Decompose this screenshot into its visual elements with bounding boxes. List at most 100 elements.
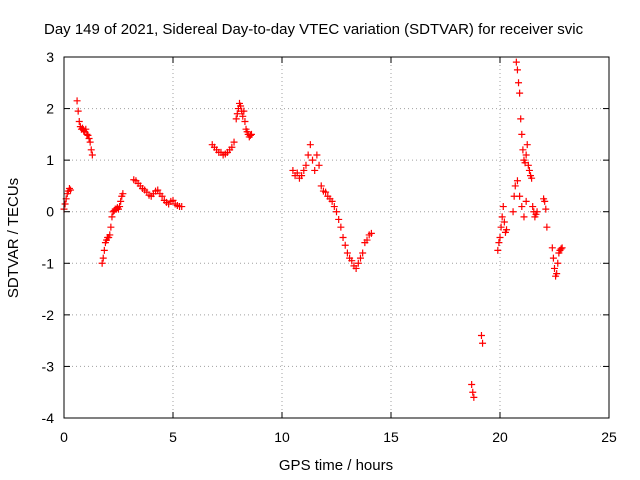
data-point (246, 131, 254, 139)
data-point (83, 130, 91, 138)
data-point (553, 270, 561, 278)
data-point (237, 102, 245, 110)
data-point (558, 244, 566, 252)
x-tick-label: 5 (169, 429, 177, 445)
data-point (117, 197, 125, 205)
data-point (230, 138, 238, 146)
data-point (513, 177, 521, 185)
data-point (86, 138, 94, 146)
data-point (551, 264, 558, 272)
data-point (116, 203, 124, 211)
data-point (88, 151, 96, 159)
data-point (339, 234, 347, 241)
x-axis-label: GPS time / hours (279, 457, 393, 474)
x-tick-label: 10 (274, 429, 290, 445)
data-point (518, 130, 526, 138)
data-point (306, 141, 314, 149)
data-point (74, 107, 82, 115)
data-point (496, 234, 504, 241)
series-segment-1 (60, 185, 75, 213)
data-point (169, 196, 177, 204)
data-point (548, 244, 556, 252)
data-point (119, 190, 127, 198)
series-segment-5 (208, 138, 238, 159)
data-point (154, 186, 162, 194)
data-point (100, 246, 108, 254)
data-point (354, 259, 362, 267)
data-point (343, 249, 351, 257)
data-point (515, 79, 523, 87)
data-point (232, 115, 240, 123)
data-point (84, 131, 92, 139)
data-point (304, 151, 312, 159)
data-point (108, 213, 116, 221)
data-point (513, 66, 521, 74)
data-point (549, 254, 557, 262)
data-point (233, 110, 241, 118)
data-point (322, 188, 330, 196)
x-tick-label: 0 (60, 429, 68, 445)
data-point (352, 264, 360, 272)
data-point (228, 143, 236, 151)
tick-labels: 0 5 10 15 20 25 -4 -3 -2 -1 0 1 2 3 (42, 49, 617, 445)
series-segment-14 (548, 244, 566, 280)
series-segment-4 (130, 176, 186, 211)
data-point (533, 208, 541, 216)
data-point (516, 192, 524, 200)
data-point (518, 203, 526, 211)
data-point (313, 151, 321, 159)
data-point (554, 259, 562, 267)
y-tick-label: 0 (46, 204, 54, 220)
series-segment-10 (494, 203, 511, 254)
data-point (293, 169, 301, 177)
data-point (337, 223, 345, 231)
y-tick-label: -2 (42, 307, 55, 323)
data-point (87, 146, 95, 154)
data-point (517, 115, 525, 123)
series-segment-7 (289, 141, 375, 272)
series-segment-2 (73, 97, 96, 159)
data-point (335, 215, 343, 223)
y-axis-label: SDTVAR / TECUs (5, 178, 22, 298)
data-point (298, 172, 306, 180)
data-point (348, 257, 356, 265)
data-point (82, 125, 90, 133)
data-point (522, 197, 530, 205)
data-point (239, 112, 247, 120)
data-point (516, 89, 524, 97)
data-point (542, 205, 550, 213)
data-point (524, 161, 532, 169)
data-point (317, 182, 325, 190)
data-point (240, 107, 248, 115)
data-point (302, 161, 310, 169)
data-point (477, 331, 485, 339)
data-point (494, 246, 502, 254)
data-point (525, 166, 533, 174)
y-tick-label: 1 (46, 152, 54, 168)
data-point (99, 254, 107, 262)
data-point (300, 166, 308, 174)
plot-frame (63, 56, 610, 419)
x-tick-label: 15 (383, 429, 399, 445)
data-point (509, 208, 517, 216)
y-tick-label: -1 (42, 255, 55, 271)
series-segment-9 (477, 331, 487, 347)
data-point (363, 236, 371, 244)
y-tick-label: 3 (46, 49, 54, 65)
data-point (498, 213, 506, 221)
chart-title: Day 149 of 2021, Sidereal Day-to-day VTE… (44, 21, 584, 38)
data-point (503, 226, 511, 234)
data-point (106, 231, 114, 239)
data-point (543, 223, 551, 231)
data-point (107, 223, 115, 231)
data-point (309, 156, 317, 164)
grid-lines (64, 57, 609, 418)
data-point (479, 339, 487, 347)
data-point (158, 192, 166, 200)
data-point (328, 197, 336, 205)
data-point (359, 249, 367, 257)
data-point (333, 208, 340, 216)
data-point (356, 254, 364, 262)
data-point (529, 203, 537, 211)
data-point (528, 174, 536, 182)
